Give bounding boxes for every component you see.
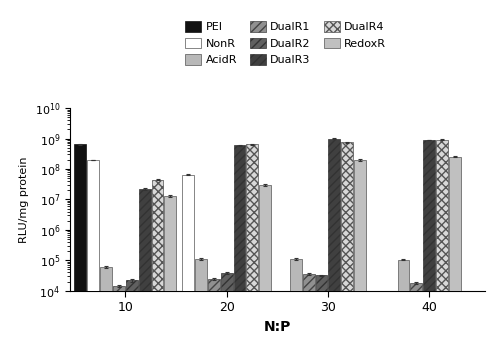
Bar	[449, 157, 461, 338]
Bar	[436, 140, 448, 338]
Bar	[164, 196, 176, 338]
Bar	[87, 160, 99, 338]
Bar	[100, 267, 112, 338]
Bar	[138, 189, 150, 338]
Bar	[316, 275, 328, 338]
Y-axis label: RLU/mg protein: RLU/mg protein	[19, 156, 29, 243]
Bar	[342, 142, 353, 338]
Bar	[234, 145, 245, 338]
Bar	[208, 279, 220, 338]
X-axis label: N:P: N:P	[264, 320, 291, 334]
Bar	[410, 283, 422, 338]
Bar	[220, 273, 232, 338]
Bar	[74, 144, 86, 338]
Bar	[354, 160, 366, 338]
Bar	[126, 280, 138, 338]
Bar	[290, 259, 302, 338]
Bar	[398, 260, 409, 338]
Bar	[152, 179, 164, 338]
Bar	[260, 185, 271, 338]
Legend: PEI, NonR, AcidR, DualR1, DualR2, DualR3, DualR4, RedoxR: PEI, NonR, AcidR, DualR1, DualR2, DualR3…	[183, 19, 388, 68]
Bar	[302, 274, 314, 338]
Bar	[246, 144, 258, 338]
Bar	[113, 286, 125, 338]
Bar	[328, 139, 340, 338]
Bar	[182, 175, 194, 338]
Bar	[424, 140, 435, 338]
Bar	[195, 259, 206, 338]
